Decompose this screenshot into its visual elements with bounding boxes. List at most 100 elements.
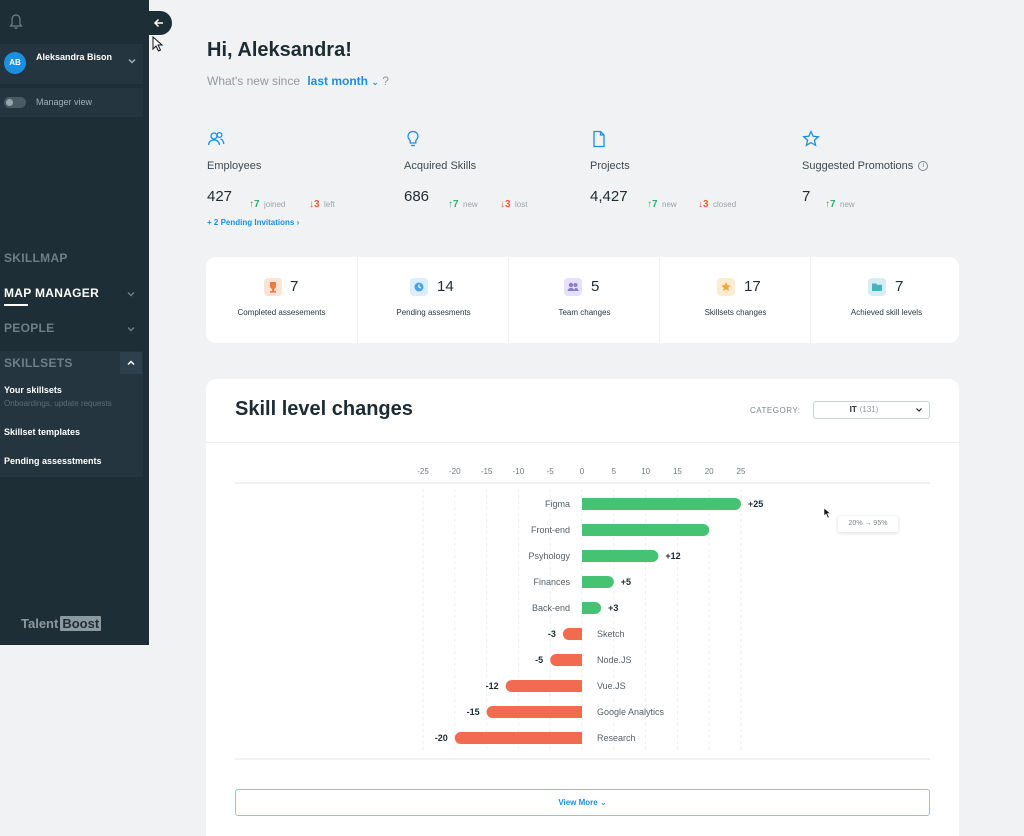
summary-value: 5: [591, 278, 600, 295]
bar-base: [575, 654, 582, 666]
chevron-up-icon: [127, 360, 135, 366]
data-label: +5: [621, 577, 631, 587]
star-icon: [717, 278, 735, 296]
summary-value: 17: [744, 278, 761, 295]
chevron-down-icon[interactable]: [126, 324, 136, 334]
category-label: Node.JS: [597, 655, 632, 665]
x-tick-label: 20: [705, 467, 714, 476]
stat-up-delta: ↑7 new: [647, 199, 677, 210]
nav-map-manager[interactable]: MAP MANAGER: [4, 286, 100, 300]
user-menu[interactable]: AB Aleksandra Bison: [0, 44, 143, 84]
folder-icon: [868, 278, 886, 296]
summary-label: Completed assesements: [237, 308, 326, 317]
stat-up-delta: ↑7 joined: [249, 199, 286, 210]
bell-icon[interactable]: [9, 14, 23, 30]
mouse-cursor-icon: [823, 507, 832, 519]
nav-people[interactable]: PEOPLE: [4, 321, 55, 335]
summary-label: Achieved skill levels: [850, 308, 923, 317]
summary-value: 7: [895, 278, 904, 295]
x-tick-label: -15: [481, 467, 493, 476]
stat-projects: Projects 4,427 ↑7 new ↓3 closed: [590, 130, 770, 230]
stat-label: Projects: [590, 160, 630, 172]
summary-value: 7: [290, 278, 299, 295]
bar-base: [575, 680, 582, 692]
stat-label: Suggested Promotions i: [802, 160, 929, 172]
summary-label: Team changes: [558, 308, 611, 317]
x-tick-label: -5: [547, 467, 555, 476]
chevron-down-icon: [128, 59, 136, 64]
chart-title: Skill level changes: [235, 398, 413, 420]
user-name: Aleksandra Bison: [36, 52, 113, 62]
x-tick-label: 0: [580, 467, 585, 476]
sidebar-item-pending-assessments[interactable]: Pending assesstments: [4, 456, 102, 466]
stat-value: 427: [207, 188, 233, 205]
summary-team-changes[interactable]: 5 Team changes: [508, 257, 659, 343]
nav-skillmap[interactable]: SKILLMAP: [4, 251, 68, 265]
x-tick-label: 25: [737, 467, 746, 476]
x-tick-label: -25: [417, 467, 429, 476]
arrow-left-icon: [153, 18, 163, 28]
data-label: -12: [486, 681, 499, 691]
stat-label: Acquired Skills: [404, 160, 477, 172]
bar-tooltip: 20% → 95%: [838, 516, 898, 532]
sidebar-item-skillset-templates[interactable]: Skillset templates: [4, 427, 81, 437]
lightbulb-icon: [407, 130, 419, 147]
subline-prefix: What's new since: [207, 74, 300, 88]
page-title: Hi, Aleksandra!: [207, 39, 352, 61]
collapse-sidebar-button[interactable]: [145, 11, 172, 35]
chevron-down-icon[interactable]: [126, 289, 136, 299]
bar-base: [575, 706, 582, 718]
nav-skillsets[interactable]: SKILLSETS: [4, 356, 73, 370]
category-label: Back-end: [532, 603, 570, 613]
stat-value: 4,427: [590, 188, 628, 205]
category-label: Google Analytics: [597, 707, 665, 717]
stat-down-delta: ↓3 lost: [500, 199, 528, 210]
bar: [550, 654, 582, 666]
bar: [582, 524, 710, 536]
period-subline: What's new since last month ⌄ ?: [207, 74, 389, 88]
view-more-button[interactable]: View More ⌄: [235, 789, 930, 816]
category-label: Figma: [545, 499, 570, 509]
stat-up-delta: ↑7 new: [448, 199, 478, 210]
x-tick-label: -20: [449, 467, 461, 476]
data-label: -5: [535, 655, 543, 665]
stat-down-delta: ↓3 closed: [698, 199, 737, 210]
x-tick-label: 15: [673, 467, 682, 476]
sidebar: AB Aleksandra Bison Manager view SKILLMA…: [0, 0, 149, 645]
summary-skillsets-changes[interactable]: 17 Skillsets changes: [659, 257, 810, 343]
brand-text-boost: Boost: [60, 616, 102, 631]
x-tick-label: -10: [513, 467, 525, 476]
period-dropdown[interactable]: last month ⌄: [307, 74, 379, 88]
bar: [454, 732, 582, 744]
category-label: Front-end: [531, 525, 570, 535]
data-label: +25: [748, 499, 763, 509]
mouse-cursor-icon: [152, 36, 164, 52]
clock-icon: [410, 278, 428, 296]
bar-base: [582, 550, 589, 562]
team-icon: [564, 278, 582, 296]
collapse-skillsets-button[interactable]: [120, 352, 142, 374]
divider: [206, 442, 959, 443]
toggle-switch[interactable]: [4, 97, 26, 108]
summary-achieved-skill-levels[interactable]: 7 Achieved skill levels: [810, 257, 959, 343]
manager-view-toggle[interactable]: Manager view: [0, 88, 143, 117]
summary-completed-assessments[interactable]: 7 Completed assesements: [206, 257, 357, 343]
pending-invitations-link[interactable]: + 2 Pending Invitations ›: [207, 218, 300, 227]
info-icon[interactable]: i: [918, 161, 929, 172]
stat-up-delta: ↑7 new: [825, 199, 855, 210]
category-select[interactable]: IT (131): [813, 401, 930, 419]
bar-base: [582, 524, 589, 536]
subline-suffix: ?: [382, 74, 389, 88]
bar-base: [582, 602, 589, 614]
skill-level-changes-card: Skill level changes CATEGORY: IT (131) -2…: [206, 379, 959, 836]
sidebar-item-your-skillsets[interactable]: Your skillsets: [4, 385, 62, 395]
period-value: last month: [307, 74, 369, 88]
stat-down-delta: ↓3 left: [309, 199, 335, 210]
bar: [486, 706, 582, 718]
bar: [582, 550, 659, 562]
stat-label: Employees: [207, 160, 262, 172]
summary-pending-assessments[interactable]: 14 Pending assesments: [357, 257, 508, 343]
bar-base: [575, 732, 582, 744]
people-icon: [207, 131, 225, 146]
bar-chart: -25 -20 -15 -10 -5 0 5 10 15 20 25 Figma +25 Front-en…: [235, 467, 930, 760]
